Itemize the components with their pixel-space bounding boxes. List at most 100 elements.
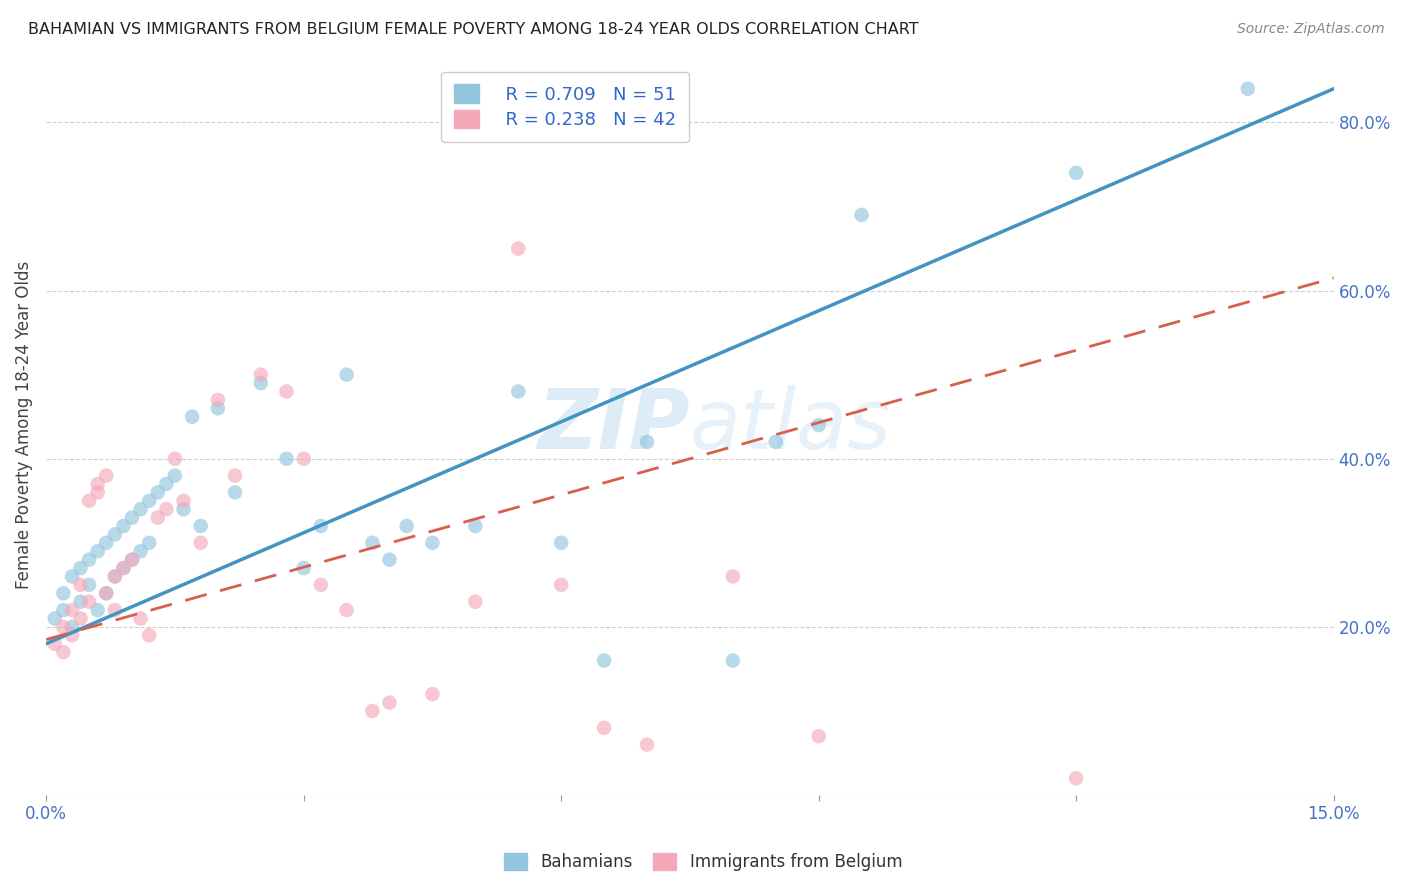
Point	[60, 569, 83, 583]
Point	[104, 569, 127, 583]
Point	[69, 578, 91, 592]
Point	[249, 376, 271, 390]
Text: ZIP: ZIP	[537, 384, 690, 466]
Point	[129, 502, 152, 516]
Point	[86, 544, 108, 558]
Point	[190, 519, 212, 533]
Point	[163, 468, 186, 483]
Point	[96, 586, 118, 600]
Point	[636, 434, 658, 449]
Point	[121, 552, 143, 566]
Point	[422, 687, 444, 701]
Point	[52, 603, 75, 617]
Point	[146, 510, 169, 524]
Point	[550, 536, 572, 550]
Text: BAHAMIAN VS IMMIGRANTS FROM BELGIUM FEMALE POVERTY AMONG 18-24 YEAR OLDS CORRELA: BAHAMIAN VS IMMIGRANTS FROM BELGIUM FEMA…	[28, 22, 918, 37]
Point	[173, 502, 195, 516]
Point	[508, 242, 530, 256]
Point	[44, 611, 66, 625]
Point	[96, 468, 118, 483]
Point	[292, 561, 315, 575]
Text: atlas: atlas	[690, 384, 891, 466]
Point	[593, 721, 616, 735]
Point	[636, 738, 658, 752]
Point	[155, 477, 177, 491]
Point	[721, 654, 744, 668]
Text: Source: ZipAtlas.com: Source: ZipAtlas.com	[1237, 22, 1385, 37]
Point	[190, 536, 212, 550]
Point	[207, 392, 229, 407]
Point	[60, 603, 83, 617]
Point	[77, 578, 100, 592]
Point	[593, 654, 616, 668]
Point	[138, 536, 160, 550]
Point	[361, 704, 384, 718]
Point	[112, 519, 135, 533]
Point	[52, 586, 75, 600]
Point	[378, 696, 401, 710]
Point	[464, 595, 486, 609]
Point	[96, 536, 118, 550]
Point	[395, 519, 418, 533]
Point	[104, 603, 127, 617]
Point	[336, 368, 359, 382]
Point	[207, 401, 229, 416]
Point	[60, 620, 83, 634]
Point	[104, 569, 127, 583]
Point	[129, 544, 152, 558]
Legend:   R = 0.709   N = 51,   R = 0.238   N = 42: R = 0.709 N = 51, R = 0.238 N = 42	[441, 71, 689, 142]
Point	[464, 519, 486, 533]
Point	[121, 510, 143, 524]
Legend: Bahamians, Immigrants from Belgium: Bahamians, Immigrants from Belgium	[495, 845, 911, 880]
Point	[121, 552, 143, 566]
Point	[112, 561, 135, 575]
Point	[138, 493, 160, 508]
Point	[336, 603, 359, 617]
Point	[249, 368, 271, 382]
Point	[163, 451, 186, 466]
Point	[138, 628, 160, 642]
Point	[86, 477, 108, 491]
Point	[77, 493, 100, 508]
Point	[112, 561, 135, 575]
Point	[155, 502, 177, 516]
Point	[69, 561, 91, 575]
Point	[52, 620, 75, 634]
Point	[69, 595, 91, 609]
Point	[550, 578, 572, 592]
Point	[146, 485, 169, 500]
Point	[86, 603, 108, 617]
Point	[292, 451, 315, 466]
Point	[52, 645, 75, 659]
Point	[276, 384, 298, 399]
Point	[181, 409, 204, 424]
Point	[77, 595, 100, 609]
Point	[378, 552, 401, 566]
Point	[77, 552, 100, 566]
Point	[173, 493, 195, 508]
Point	[422, 536, 444, 550]
Point	[224, 468, 246, 483]
Point	[361, 536, 384, 550]
Point	[851, 208, 873, 222]
Point	[807, 418, 830, 433]
Point	[69, 611, 91, 625]
Point	[309, 578, 332, 592]
Point	[309, 519, 332, 533]
Point	[224, 485, 246, 500]
Point	[129, 611, 152, 625]
Point	[1236, 82, 1258, 96]
Point	[1064, 771, 1087, 785]
Point	[807, 729, 830, 743]
Point	[96, 586, 118, 600]
Point	[276, 451, 298, 466]
Point	[60, 628, 83, 642]
Point	[86, 485, 108, 500]
Point	[765, 434, 787, 449]
Point	[44, 637, 66, 651]
Point	[104, 527, 127, 541]
Point	[721, 569, 744, 583]
Point	[508, 384, 530, 399]
Y-axis label: Female Poverty Among 18-24 Year Olds: Female Poverty Among 18-24 Year Olds	[15, 261, 32, 590]
Point	[1064, 166, 1087, 180]
